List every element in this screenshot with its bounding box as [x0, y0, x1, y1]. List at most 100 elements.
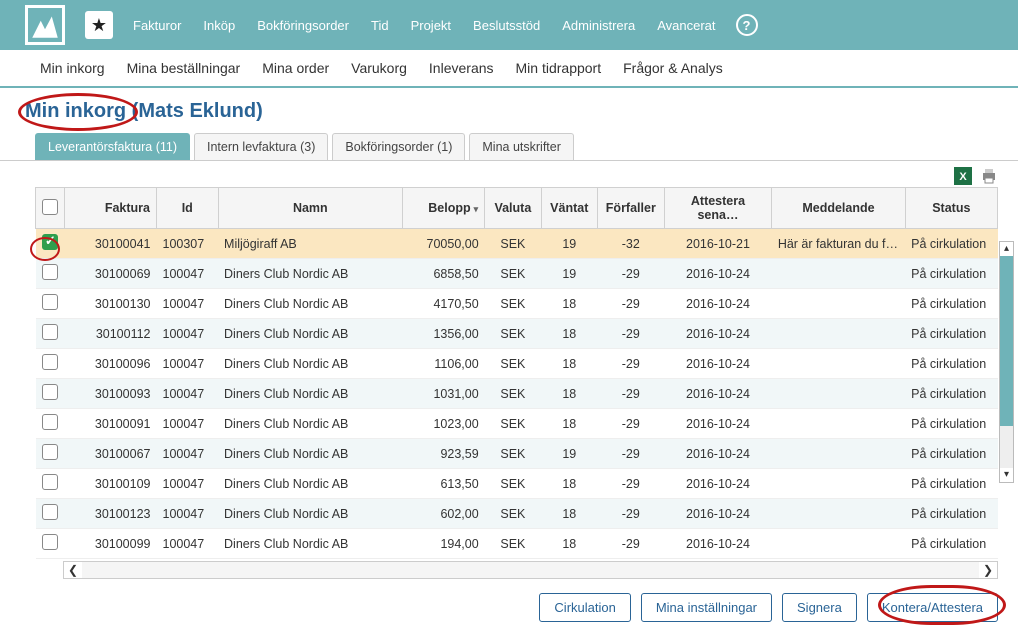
topnav-item[interactable]: Inköp: [203, 18, 235, 33]
table-cell: 18: [541, 319, 597, 349]
topnav-item[interactable]: Bokföringsorder: [257, 18, 349, 33]
table-cell: -29: [597, 499, 664, 529]
favorites-button[interactable]: ★: [85, 11, 113, 39]
tab[interactable]: Intern levfaktura (3): [194, 133, 328, 160]
table-cell: Diners Club Nordic AB: [218, 439, 403, 469]
cirkulation-button[interactable]: Cirkulation: [539, 593, 630, 622]
table-cell: [772, 319, 905, 349]
table-row[interactable]: 30100069100047Diners Club Nordic AB6858,…: [36, 259, 998, 289]
subnav-item[interactable]: Inleverans: [429, 60, 494, 76]
table-cell: 30100091: [64, 409, 156, 439]
scroll-track[interactable]: [82, 562, 979, 578]
topnav-item[interactable]: Administrera: [562, 18, 635, 33]
scroll-vtrack[interactable]: [1000, 256, 1013, 468]
table-cell: [772, 529, 905, 559]
subnav-item[interactable]: Mina order: [262, 60, 329, 76]
table-row[interactable]: 30100123100047Diners Club Nordic AB602,0…: [36, 499, 998, 529]
table-cell: 1023,00: [403, 409, 485, 439]
table-cell: På cirkulation: [905, 289, 997, 319]
row-checkbox[interactable]: [42, 414, 58, 430]
row-checkbox[interactable]: [42, 294, 58, 310]
table-row[interactable]: 30100130100047Diners Club Nordic AB4170,…: [36, 289, 998, 319]
select-all-checkbox[interactable]: [42, 199, 58, 215]
print-icon[interactable]: [980, 167, 998, 185]
table-cell: -29: [597, 349, 664, 379]
row-checkbox[interactable]: [42, 384, 58, 400]
topnav-item[interactable]: Avancerat: [657, 18, 715, 33]
table-cell: -29: [597, 319, 664, 349]
table-row[interactable]: 30100041100307Miljögiraff AB70050,00SEK1…: [36, 229, 998, 259]
scroll-left-icon[interactable]: ❮: [64, 563, 82, 577]
table-cell: 30100130: [64, 289, 156, 319]
table-cell: 19: [541, 229, 597, 259]
signera-button[interactable]: Signera: [782, 593, 857, 622]
column-header[interactable]: Belopp▾: [403, 188, 485, 229]
export-excel-icon[interactable]: X: [954, 167, 972, 185]
row-checkbox[interactable]: [42, 474, 58, 490]
table-row[interactable]: 30100093100047Diners Club Nordic AB1031,…: [36, 379, 998, 409]
page-title: Min inkorg (Mats Eklund): [25, 100, 263, 122]
table-cell: SEK: [485, 229, 541, 259]
topnav-item[interactable]: Projekt: [411, 18, 451, 33]
table-cell: -29: [597, 409, 664, 439]
topnav-item[interactable]: Tid: [371, 18, 389, 33]
table-cell: På cirkulation: [905, 529, 997, 559]
sub-nav: Min inkorg Mina beställningar Mina order Va…: [0, 50, 1018, 88]
table-row[interactable]: 30100112100047Diners Club Nordic AB1356,…: [36, 319, 998, 349]
table-cell: På cirkulation: [905, 259, 997, 289]
subnav-item[interactable]: Min tidrapport: [516, 60, 602, 76]
table-cell: 613,50: [403, 469, 485, 499]
tab[interactable]: Mina utskrifter: [469, 133, 574, 160]
table-cell: 30100109: [64, 469, 156, 499]
scroll-up-icon[interactable]: ▴: [1000, 242, 1013, 256]
column-header[interactable]: Status: [905, 188, 997, 229]
table-cell: 30100067: [64, 439, 156, 469]
mina-inst-llningar-button[interactable]: Mina inställningar: [641, 593, 772, 622]
table-row[interactable]: 30100099100047Diners Club Nordic AB194,0…: [36, 529, 998, 559]
row-checkbox[interactable]: [42, 444, 58, 460]
top-nav: ★ Fakturor Inköp Bokföringsorder Tid Projekt…: [0, 0, 1018, 50]
column-header[interactable]: Faktura: [64, 188, 156, 229]
row-checkbox[interactable]: [42, 264, 58, 280]
horizontal-scrollbar[interactable]: ❮ ❯: [63, 561, 998, 579]
column-header[interactable]: Väntat: [541, 188, 597, 229]
row-checkbox[interactable]: [42, 354, 58, 370]
scroll-down-icon[interactable]: ▾: [1000, 468, 1013, 482]
column-header[interactable]: Meddelande: [772, 188, 905, 229]
help-icon[interactable]: ?: [736, 14, 758, 36]
tabs: Leverantörsfaktura (11)Intern levfaktura…: [0, 133, 1018, 161]
column-header[interactable]: Namn: [218, 188, 403, 229]
column-header[interactable]: Förfaller: [597, 188, 664, 229]
row-checkbox[interactable]: [42, 324, 58, 340]
table-cell: 30100123: [64, 499, 156, 529]
tab[interactable]: Bokföringsorder (1): [332, 133, 465, 160]
table-cell: 30100096: [64, 349, 156, 379]
app-logo[interactable]: [25, 5, 65, 45]
table-cell: 18: [541, 289, 597, 319]
column-header[interactable]: [36, 188, 65, 229]
scroll-right-icon[interactable]: ❯: [979, 563, 997, 577]
table-cell: SEK: [485, 379, 541, 409]
row-checkbox[interactable]: [42, 504, 58, 520]
table-row[interactable]: 30100067100047Diners Club Nordic AB923,5…: [36, 439, 998, 469]
table-row[interactable]: 30100109100047Diners Club Nordic AB613,5…: [36, 469, 998, 499]
table-row[interactable]: 30100096100047Diners Club Nordic AB1106,…: [36, 349, 998, 379]
subnav-item[interactable]: Mina beställningar: [127, 60, 241, 76]
column-header[interactable]: Attestera sena…: [664, 188, 772, 229]
row-checkbox[interactable]: [42, 234, 58, 250]
topnav-item[interactable]: Fakturor: [133, 18, 181, 33]
kontera-attestera-button[interactable]: Kontera/Attestera: [867, 593, 998, 622]
vertical-scrollbar[interactable]: ▴ ▾: [999, 241, 1014, 483]
subnav-item[interactable]: Min inkorg: [40, 60, 105, 76]
tab[interactable]: Leverantörsfaktura (11): [35, 133, 190, 160]
table-cell: 2016-10-24: [664, 469, 772, 499]
table-row[interactable]: 30100091100047Diners Club Nordic AB1023,…: [36, 409, 998, 439]
subnav-item[interactable]: Varukorg: [351, 60, 407, 76]
topnav-item[interactable]: Beslutsstöd: [473, 18, 540, 33]
row-checkbox[interactable]: [42, 534, 58, 550]
column-header[interactable]: Id: [157, 188, 219, 229]
table-cell: 100047: [157, 409, 219, 439]
table-cell: 923,59: [403, 439, 485, 469]
column-header[interactable]: Valuta: [485, 188, 541, 229]
subnav-item[interactable]: Frågor & Analys: [623, 60, 723, 76]
